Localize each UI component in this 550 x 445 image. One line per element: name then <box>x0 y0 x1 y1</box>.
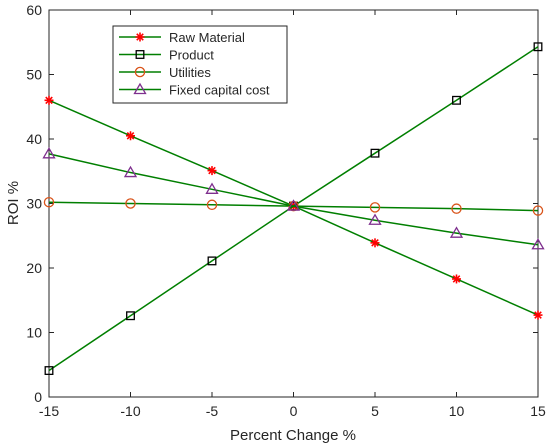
legend-label-3: Fixed capital cost <box>169 83 270 98</box>
y-tick-label-2: 20 <box>26 260 42 276</box>
data-point-3-4 <box>368 213 382 225</box>
series-3 <box>42 147 545 250</box>
data-point-2-0 <box>43 196 55 208</box>
x-tick-label-2: -5 <box>206 403 219 419</box>
data-point-2-5 <box>451 203 462 214</box>
data-point-2-1 <box>125 198 136 209</box>
y-tick-label-3: 30 <box>26 196 42 212</box>
y-tick-label-5: 50 <box>26 67 42 83</box>
data-point-3-0 <box>42 147 56 159</box>
x-tick-label-4: 5 <box>371 403 379 419</box>
legend-item-3: Fixed capital cost <box>119 83 270 98</box>
data-point-2-4 <box>369 202 381 213</box>
data-point-3-5 <box>449 226 464 238</box>
legend-label-0: Raw Material <box>169 30 245 45</box>
x-tick-label-5: 10 <box>449 403 465 419</box>
data-point-0-0 <box>44 95 54 105</box>
x-tick-label-1: -10 <box>120 403 140 419</box>
legend-label-2: Utilities <box>169 65 211 80</box>
data-point-0-4 <box>370 238 380 248</box>
legend-marker-0 <box>135 32 145 42</box>
legend-marker-1 <box>135 50 145 59</box>
legend-marker-2 <box>134 66 146 78</box>
data-point-3-6 <box>531 237 545 250</box>
x-tick-label-3: 0 <box>290 403 298 419</box>
x-tick-label-0: -15 <box>39 403 59 419</box>
data-point-1-5 <box>452 95 461 105</box>
legend-marker-3 <box>133 82 147 95</box>
data-point-3-3 <box>286 199 301 211</box>
data-point-1-1 <box>126 311 135 321</box>
series-line-3 <box>48 153 539 246</box>
legend-label-1: Product <box>169 48 214 63</box>
data-point-0-6 <box>533 310 543 320</box>
x-tick-label-6: 15 <box>530 403 546 419</box>
series-layer <box>42 42 545 376</box>
data-point-1-2 <box>207 256 217 266</box>
legend-item-1: Product <box>119 48 214 63</box>
y-axis-label: ROI % <box>5 181 22 225</box>
data-point-0-1 <box>126 131 135 141</box>
data-point-0-2 <box>207 166 217 176</box>
y-tick-label-6: 60 <box>26 2 42 18</box>
y-tick-label-0: 0 <box>34 389 42 405</box>
y-tick-label-4: 40 <box>26 131 42 147</box>
x-axis-label: Percent Change % <box>230 427 356 444</box>
legend-item-0: Raw Material <box>119 30 245 45</box>
data-point-1-4 <box>370 148 380 158</box>
data-point-2-2 <box>206 199 218 211</box>
y-tick-label-1: 10 <box>26 325 42 341</box>
data-point-2-6 <box>532 205 544 216</box>
legend-item-2: Utilities <box>119 65 211 80</box>
data-point-0-5 <box>452 274 461 284</box>
data-point-1-6 <box>533 42 543 52</box>
data-point-3-1 <box>123 165 138 178</box>
data-point-3-2 <box>205 182 219 194</box>
data-point-1-0 <box>44 366 54 376</box>
legend: Raw Material Product Utilities Fixed capita… <box>112 25 288 104</box>
